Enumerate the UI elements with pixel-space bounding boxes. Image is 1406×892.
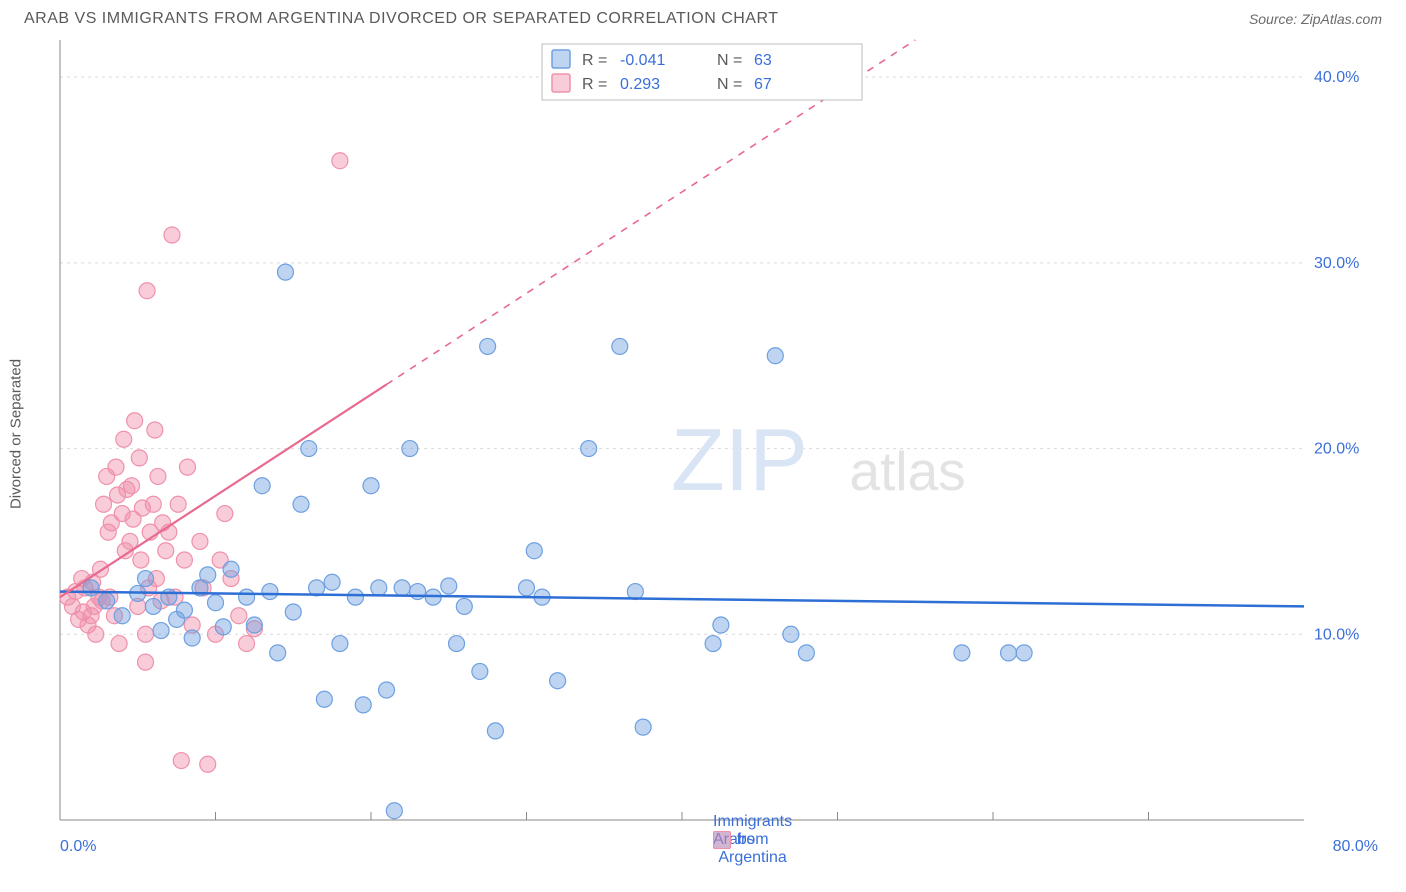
- svg-text:63: 63: [754, 52, 772, 69]
- svg-text:-0.041: -0.041: [620, 52, 665, 69]
- chart-title: ARAB VS IMMIGRANTS FROM ARGENTINA DIVORC…: [24, 10, 779, 28]
- y-axis-label: Divorced or Separated: [8, 359, 25, 509]
- svg-text:67: 67: [754, 76, 772, 93]
- svg-text:0.293: 0.293: [620, 76, 660, 93]
- x-axis-max-label: 80.0%: [1333, 838, 1378, 856]
- svg-text:10.0%: 10.0%: [1314, 626, 1359, 643]
- svg-text:20.0%: 20.0%: [1314, 441, 1359, 458]
- svg-text:ZIP: ZIP: [671, 410, 808, 509]
- source-label: Source: ZipAtlas.com: [1249, 11, 1382, 27]
- svg-text:N =: N =: [717, 52, 742, 69]
- svg-text:atlas: atlas: [850, 440, 966, 502]
- svg-text:30.0%: 30.0%: [1314, 255, 1359, 272]
- svg-text:R =: R =: [582, 76, 607, 93]
- x-axis-min-label: 0.0%: [60, 838, 96, 856]
- svg-text:N =: N =: [717, 76, 742, 93]
- legend-label-argentina: Immigrants from Argentina: [713, 813, 792, 867]
- correlation-chart: 10.0% 20.0% 30.0% 40.0% ZIP atlas R = -0.041 N =…: [24, 34, 1374, 834]
- svg-text:40.0%: 40.0%: [1314, 69, 1359, 86]
- svg-text:R =: R =: [582, 52, 607, 69]
